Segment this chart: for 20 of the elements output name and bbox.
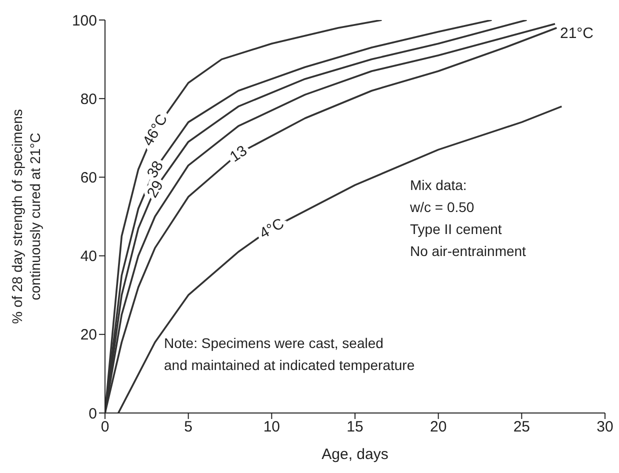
annotation: Mix data: w/c = 0.50 Type II cement No air-entrainment <box>409 177 526 259</box>
x-tick-label: 10 <box>263 418 280 436</box>
x-tick-label: 20 <box>430 418 447 436</box>
text: 13 <box>226 142 250 166</box>
x-tick-label: 30 <box>596 418 614 436</box>
y-tick-label: 40 <box>80 248 97 266</box>
y-axis-title: % of 28 day strength of specimens continuously cured at 21°C <box>9 109 43 324</box>
series-label: 21°C <box>560 24 594 42</box>
y-tick-label: 20 <box>80 326 97 344</box>
x-tick-label: 5 <box>184 418 193 436</box>
x-tick-label: 25 <box>513 418 530 436</box>
x-axis-title: Age, days <box>322 446 388 463</box>
annotation: Note: Specimens were cast, sealed and maintained at indicated temperature <box>164 335 415 373</box>
x-tick-label: 15 <box>346 418 364 436</box>
x-tick-label: 0 <box>100 418 110 436</box>
y-tick-label: 80 <box>80 90 97 108</box>
y-tick-label: 0 <box>88 405 97 422</box>
text: 4°C <box>256 215 288 242</box>
y-tick-label: 60 <box>80 170 97 187</box>
y-tick-label: 100 <box>72 12 97 30</box>
